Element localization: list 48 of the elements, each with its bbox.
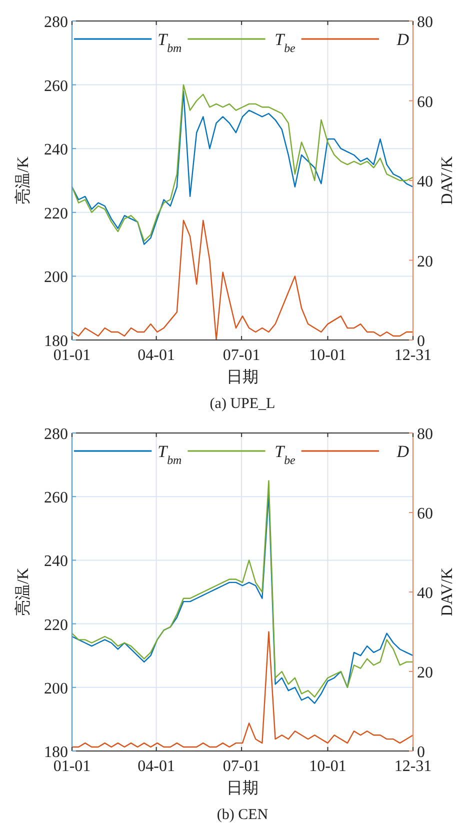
legend-label: T$_{be}$ xyxy=(274,442,296,467)
y2-tick-label: 80 xyxy=(417,426,433,443)
x-tick-label: 04-01 xyxy=(138,758,175,775)
y2-tick-label: 40 xyxy=(417,174,433,190)
y2-axis-title: DAV/K xyxy=(439,156,456,205)
line-series xyxy=(71,220,414,341)
x-tick-label: 01-01 xyxy=(53,758,91,775)
legend-label: D xyxy=(396,442,410,461)
y-tick-label: 220 xyxy=(44,616,68,634)
y-tick-label: 180 xyxy=(44,744,68,761)
x-tick-label: 07-01 xyxy=(222,347,260,364)
y-tick-label: 220 xyxy=(44,205,68,222)
y-tick-label: 240 xyxy=(44,553,68,570)
y-tick-label: 180 xyxy=(44,333,68,350)
y-axis-title: 亮温/K xyxy=(14,568,32,616)
y-tick-label: 200 xyxy=(44,680,68,698)
legend-label: T$_{bm}$ xyxy=(158,442,182,467)
y2-tick-label: 80 xyxy=(417,14,433,31)
y2-tick-label: 20 xyxy=(417,664,433,682)
y2-tick-label: 0 xyxy=(417,744,425,761)
y-tick-label: 280 xyxy=(44,426,68,443)
y2-axis-title: DAV/K xyxy=(439,567,456,616)
legend-label: T$_{be}$ xyxy=(274,30,296,55)
legend-label: D xyxy=(396,30,410,49)
y-tick-label: 260 xyxy=(44,78,68,95)
line-series xyxy=(71,631,414,748)
x-tick-label: 10-01 xyxy=(309,758,346,775)
y-tick-label: 260 xyxy=(44,490,68,507)
x-tick-label: 07-01 xyxy=(222,758,260,775)
legend-label: T$_{bm}$ xyxy=(158,30,182,55)
y2-tick-label: 60 xyxy=(417,94,433,111)
y-tick-label: 240 xyxy=(44,142,68,159)
text: (b) CEN xyxy=(216,807,268,823)
x-tick-label: 12-31 xyxy=(394,758,432,775)
text: (a) UPE_L xyxy=(210,396,276,412)
y-axis-title: 亮温/K xyxy=(14,156,32,204)
y2-tick-label: 40 xyxy=(417,585,433,602)
y2-tick-label: 0 xyxy=(417,333,425,350)
x-tick-label: 04-01 xyxy=(138,347,175,364)
y2-tick-label: 60 xyxy=(417,506,433,522)
x-tick-label: 12-31 xyxy=(394,347,432,364)
y-tick-label: 200 xyxy=(44,269,68,286)
y2-tick-label: 20 xyxy=(417,253,433,270)
x-tick-label: 10-01 xyxy=(309,347,346,364)
y-tick-label: 280 xyxy=(44,14,68,31)
x-axis-title: 日期 xyxy=(226,368,258,386)
x-axis-title: 日期 xyxy=(226,779,258,797)
x-tick-label: 01-01 xyxy=(53,347,91,364)
